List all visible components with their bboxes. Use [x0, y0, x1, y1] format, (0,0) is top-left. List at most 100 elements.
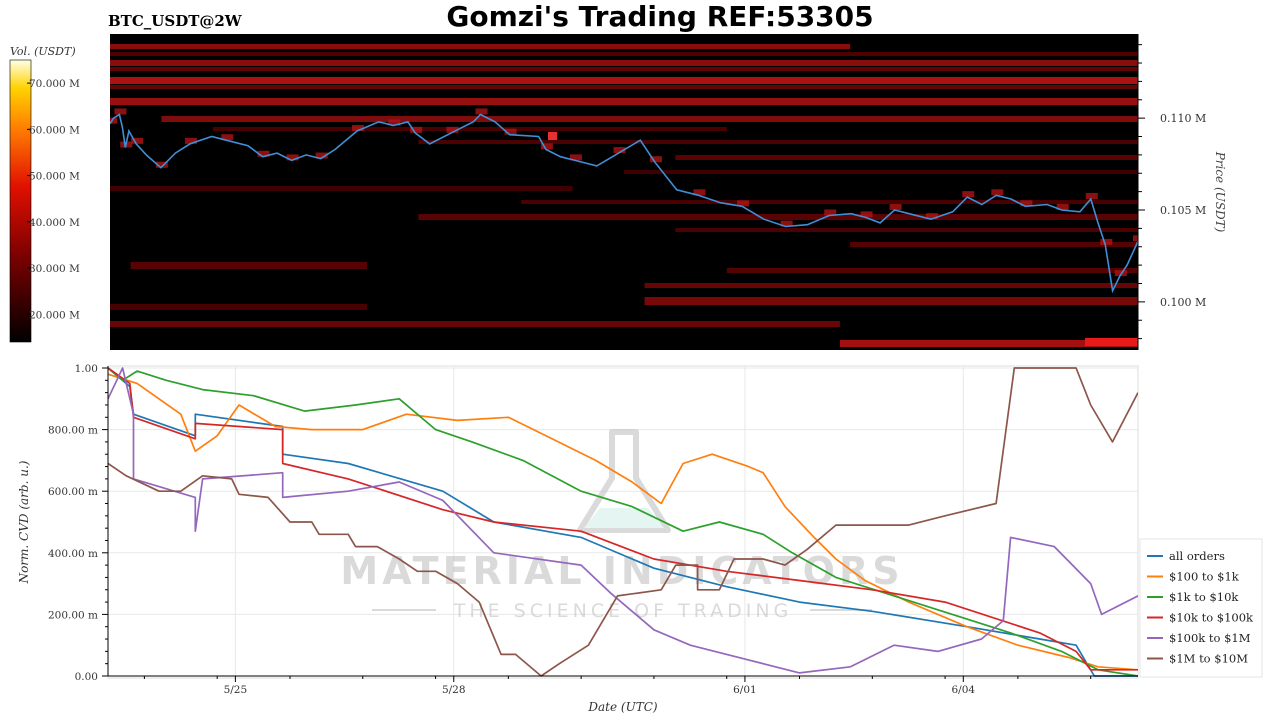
- heatmap-band: [110, 77, 1138, 84]
- colorbar-label: Vol. (USDT): [10, 45, 76, 58]
- legend-label: $100 to $1k: [1169, 570, 1240, 584]
- heatmap-cell: [1020, 200, 1033, 207]
- legend-label: all orders: [1169, 549, 1225, 563]
- x-tick-label: 6/01: [733, 684, 757, 696]
- heatmap-band: [418, 214, 1138, 220]
- heatmap-cell: [962, 191, 975, 198]
- heatmap-cell: [352, 125, 365, 132]
- cvd-y-tick-label: 800.00 m: [48, 425, 98, 437]
- heatmap-cell: [780, 220, 793, 227]
- price-line: [110, 113, 1138, 294]
- colorbar-tick-label: 70.000 M: [29, 78, 80, 90]
- heatmap-cell: [114, 108, 127, 115]
- heatmap-band: [726, 268, 1138, 273]
- heatmap-cell: [221, 134, 234, 141]
- heatmap-cell: [824, 209, 837, 216]
- cvd-series: [108, 367, 1138, 677]
- legend-label: $10k to $100k: [1169, 611, 1254, 625]
- heatmap-cell: [569, 154, 582, 161]
- heatmap-cell: [388, 119, 401, 126]
- heatmap-band: [110, 67, 1138, 71]
- heatmap-band: [110, 304, 367, 310]
- colorbar-tick-label: 20.000 M: [29, 309, 80, 321]
- heatmap-cell: [131, 137, 144, 144]
- colorbar-tick-label: 60.000 M: [29, 124, 80, 136]
- heatmap-band: [850, 242, 1138, 247]
- x-tick-label: 5/25: [224, 684, 248, 696]
- heatmap-band: [110, 98, 1138, 105]
- colorbar-tick-label: 30.000 M: [29, 263, 80, 275]
- legend: all orders $100 to $1k $1k to $10k $10k to …: [1139, 538, 1263, 678]
- heatmap-band: [624, 170, 1138, 174]
- heatmap-band: [644, 283, 1138, 288]
- heatmap-band: [110, 44, 851, 49]
- heatmap-band: [418, 140, 1138, 144]
- heatmap-cell: [184, 137, 197, 144]
- cvd-y-tick-label: 0.00: [75, 671, 98, 683]
- cvd-x-axis: 5/25 5/28 6/01 6/04: [108, 675, 1138, 696]
- symbol-label: BTC_USDT@2W: [108, 12, 243, 30]
- heatmap-cell: [504, 128, 517, 135]
- heatmap-cell: [1056, 204, 1069, 211]
- heatmap-band: [130, 262, 367, 269]
- heatmap-cell: [475, 108, 488, 115]
- cvd-series-line: [108, 367, 1138, 671]
- heatmap-band: [839, 340, 1138, 347]
- price-tick-label: 0.105 M: [1160, 204, 1206, 217]
- x-tick-label: 6/04: [952, 684, 976, 696]
- price-line-group: [110, 113, 1138, 294]
- heatmap-cell: [649, 156, 662, 163]
- heatmap-cell: [1085, 192, 1098, 199]
- colorbar: Vol. (USDT) 70.000 M 60.000 M 50.000 M 40.0…: [9, 45, 80, 343]
- colorbar-tick-label: 40.000 M: [29, 217, 80, 229]
- heatmap-cell: [860, 211, 873, 218]
- heatmap-cell: [540, 143, 553, 150]
- heatmap-cell: [446, 126, 459, 133]
- heatmap-panel: 0.110 M 0.105 M 0.100 M Price (USDT): [110, 34, 1227, 350]
- heatmap-band: [110, 186, 573, 191]
- heatmap-band: [644, 297, 1138, 305]
- cvd-y-axis: 0.00 200.00 m 400.00 m 600.00 m 800.00 m 1.00: [48, 363, 109, 683]
- cvd-y-tick-label: 200.00 m: [48, 609, 98, 621]
- heatmap-band: [110, 321, 840, 327]
- colorbar-ticks: 70.000 M 60.000 M 50.000 M 40.000 M 30.000 M…: [27, 78, 80, 321]
- heatmap-cell: [1085, 338, 1138, 346]
- heatmap-cell: [286, 154, 299, 161]
- heatmap-cell: [925, 213, 938, 220]
- price-axis-label: Price (USDT): [1213, 151, 1227, 233]
- heatmap-cell: [1133, 235, 1138, 242]
- heatmap-band: [675, 228, 1138, 232]
- price-axis: 0.110 M 0.105 M 0.100 M: [1137, 34, 1206, 350]
- legend-label: $1k to $10k: [1169, 590, 1239, 604]
- cvd-y-tick-label: 600.00 m: [48, 486, 98, 498]
- heatmap-band: [161, 116, 1138, 122]
- heatmap-cell: [693, 189, 706, 196]
- cvd-y-tick-label: 400.00 m: [48, 548, 98, 560]
- heatmap-cell: [155, 161, 168, 168]
- legend-label: $100k to $1M: [1169, 631, 1251, 645]
- cvd-series-line: [108, 367, 1138, 677]
- price-tick-label: 0.100 M: [1160, 296, 1206, 309]
- legend-label: $1M to $10M: [1169, 652, 1248, 666]
- heatmap-cell: [548, 132, 557, 140]
- heatmap-band: [110, 52, 1138, 56]
- heatmap-band: [521, 200, 1138, 204]
- colorbar-tick-label: 50.000 M: [29, 171, 80, 183]
- heatmap-bands: [110, 44, 1138, 347]
- heatmap-cell: [889, 204, 902, 211]
- cvd-series-line: [108, 367, 1138, 674]
- heatmap-cell: [991, 189, 1004, 196]
- heatmap-cell: [1100, 238, 1113, 245]
- x-axis-label: Date (UTC): [587, 700, 657, 714]
- legend-box: [1139, 538, 1263, 678]
- heatmap-cell: [737, 200, 750, 207]
- heatmap-cell: [257, 150, 270, 157]
- watermark: MATERIAL INDICATORS THE SCIENCE OF TRADI…: [340, 429, 900, 622]
- cvd-series-line: [108, 373, 1138, 671]
- heatmap-cell: [410, 126, 423, 133]
- cvd-y-axis-label: Norm. CVD (arb. u.): [17, 460, 31, 584]
- chart-title: Gomzi's Trading REF:53305: [446, 0, 873, 33]
- heatmap-band: [110, 60, 1138, 66]
